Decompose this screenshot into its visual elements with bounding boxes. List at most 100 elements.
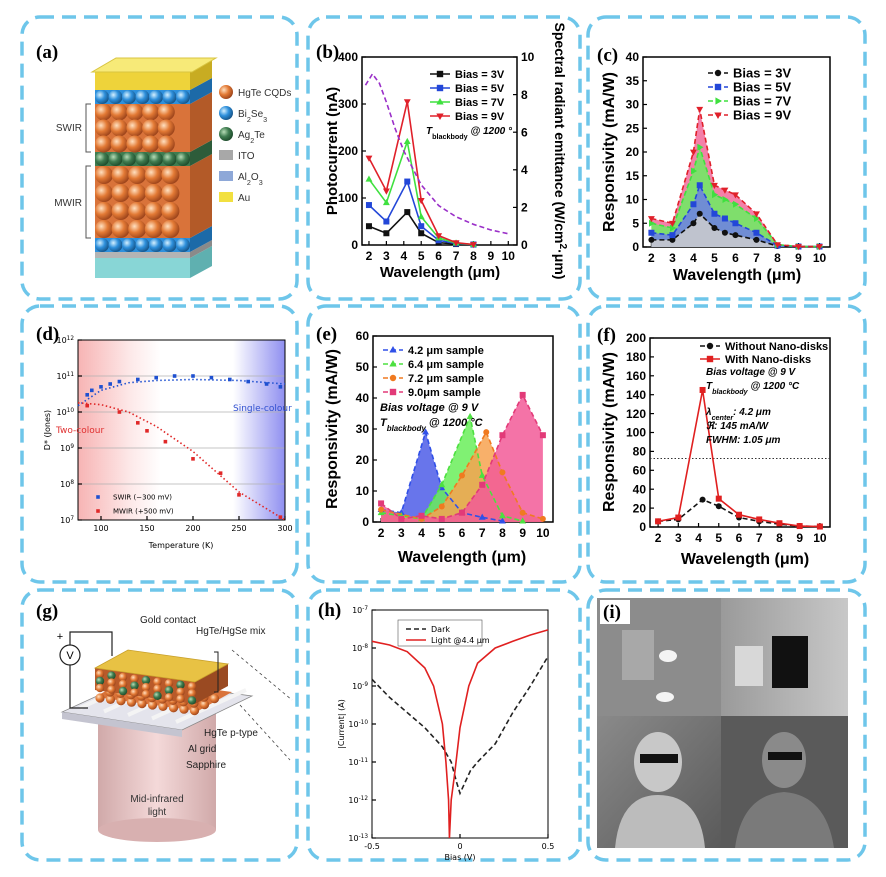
- x-tick-label: 7: [479, 526, 486, 540]
- x-tick-label: 10: [536, 526, 550, 540]
- text-segment: blackbody: [387, 424, 427, 433]
- text-segment: 3: [259, 178, 263, 187]
- x-tick-label: 9: [796, 531, 803, 545]
- legend-label: Au: [238, 193, 250, 204]
- data-point: [711, 210, 718, 217]
- particle: [144, 166, 163, 184]
- particle: [162, 152, 177, 166]
- panel-label: (d): [36, 324, 59, 345]
- particle: [130, 688, 139, 697]
- panel-frame: [586, 15, 867, 301]
- data-point: [753, 236, 760, 243]
- y-tick-label: 108: [60, 480, 74, 489]
- data-point: [710, 182, 718, 189]
- y-tick-label: 15: [626, 169, 640, 183]
- substrate-side: [190, 246, 212, 278]
- leader: [231, 649, 293, 761]
- particle: [110, 103, 128, 121]
- y-tick-label: 50: [356, 360, 370, 374]
- x-tick-label: 10: [813, 251, 827, 265]
- data-point: [478, 513, 486, 520]
- data-point: [696, 182, 703, 189]
- data-point: [483, 429, 490, 436]
- legend-label: Bias = 7V: [455, 97, 505, 109]
- particle: [118, 686, 128, 696]
- legend-marker: [706, 342, 714, 350]
- data-point: [458, 472, 465, 479]
- y-tick-label: 100: [626, 426, 646, 440]
- tick-exponent: -9: [362, 682, 368, 688]
- text-segment: Spectral radiant emittance (W/cm: [552, 23, 568, 244]
- legend-label: Without Nano-disks: [725, 341, 828, 353]
- particle: [107, 678, 116, 687]
- data-point: [498, 517, 506, 524]
- particle: [118, 679, 128, 689]
- legend-label: ITO: [238, 151, 255, 162]
- particle: [135, 90, 150, 104]
- x-tick-label: 2: [648, 251, 655, 265]
- data-point: [435, 233, 443, 240]
- text-segment: 3: [263, 115, 267, 124]
- region-label: MWIR: [54, 198, 82, 209]
- data-point: [776, 520, 783, 527]
- series-line: [380, 430, 544, 520]
- x-tick-label: 7: [753, 251, 760, 265]
- text-segment: T: [380, 417, 388, 429]
- callout: HgTe p-type: [204, 728, 258, 739]
- data-point: [117, 410, 122, 414]
- legend-label: Al2O3: [238, 172, 263, 187]
- legend-label: Bias = 7V: [733, 94, 792, 109]
- y-tick-label: 400: [338, 50, 358, 64]
- x-tick-label: 5: [438, 526, 445, 540]
- series-line: [371, 629, 549, 839]
- data-point: [519, 517, 527, 524]
- data-point: [715, 503, 722, 510]
- series-line: [380, 393, 544, 520]
- particle: [107, 671, 116, 680]
- particle: [199, 700, 210, 710]
- panel-label: (g): [36, 601, 58, 622]
- particle: [161, 166, 180, 184]
- x-tick-label: 8: [774, 251, 781, 265]
- particle: [161, 220, 180, 238]
- x-tick-label: 6: [736, 531, 743, 545]
- data-point: [499, 432, 506, 439]
- data-point: [383, 230, 390, 237]
- data-point: [669, 236, 676, 243]
- y-tick-label: 1012: [56, 336, 74, 345]
- x-tick-label: 10: [502, 249, 516, 263]
- panel-frames: [20, 15, 867, 862]
- data-point: [85, 403, 89, 408]
- mix-layer-side: [195, 664, 228, 704]
- substrate: [95, 258, 190, 278]
- y-tick-label: 1010: [56, 408, 74, 417]
- x-tick-label: 3: [675, 531, 682, 545]
- y2-tick-label: 2: [521, 201, 528, 215]
- tick-exponent: 12: [67, 336, 75, 342]
- data-point: [365, 223, 372, 230]
- data-point: [417, 213, 425, 220]
- data-point: [438, 515, 445, 522]
- panel-label: (c): [597, 45, 618, 66]
- data-point: [721, 215, 728, 222]
- legend-marker: [436, 113, 444, 120]
- hot-spot: [656, 692, 674, 702]
- cup: [622, 630, 654, 680]
- legend-icon: [219, 171, 233, 181]
- particle: [157, 103, 175, 121]
- legend-marker: [96, 495, 100, 499]
- tick-exponent: 10: [67, 408, 75, 414]
- y-tick-label: 0: [351, 238, 358, 252]
- chart: (e) 0 10 20 30 40 50 60 2 3 4 5 6 7 8 9 10 4.2 μm sample 6…: [316, 324, 554, 566]
- bi2se3-layer-side: [190, 78, 212, 104]
- plot-background: [78, 340, 285, 520]
- annotation: Bias voltage @ 9 V: [706, 367, 797, 378]
- y-tick-label: 109: [60, 444, 74, 453]
- panel-label: (e): [316, 324, 337, 345]
- mwir-layer-side: [190, 154, 212, 238]
- data-point: [722, 196, 729, 203]
- legend-label: MWIR (+500 mV): [113, 507, 174, 515]
- y-tick-label: 5: [632, 216, 639, 230]
